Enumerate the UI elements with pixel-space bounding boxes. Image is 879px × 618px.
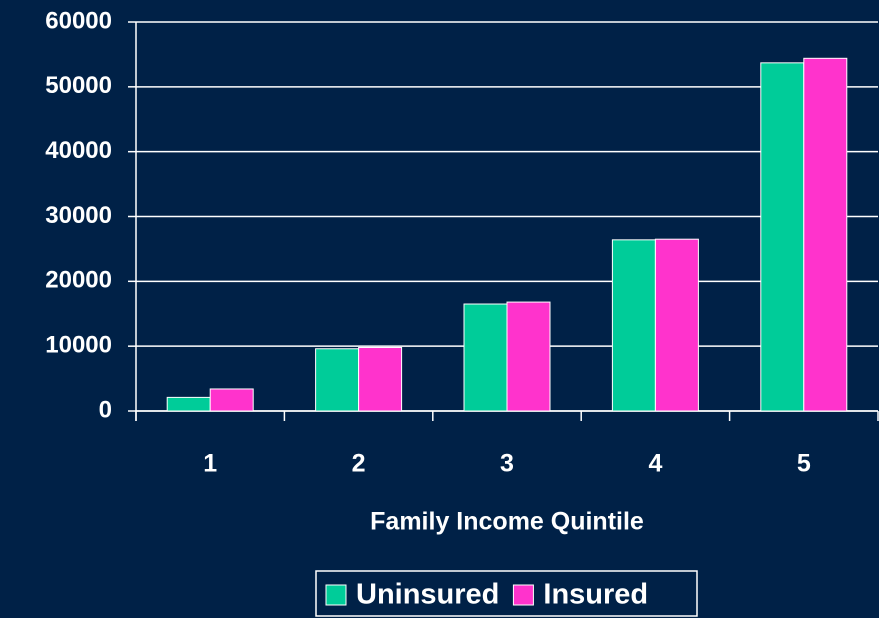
- y-tick-label: 60000: [45, 7, 112, 34]
- legend-swatch: [325, 584, 347, 606]
- x-tick-label: 1: [203, 450, 217, 478]
- bar: [166, 396, 211, 412]
- legend-box: [315, 570, 698, 617]
- legend-label: Insured: [543, 579, 648, 611]
- y-tick-label: 10000: [45, 332, 112, 359]
- y-tick-label: 0: [99, 396, 112, 423]
- x-tick-label: 3: [500, 450, 514, 478]
- x-tick-label: 2: [352, 450, 366, 478]
- bar: [506, 301, 551, 412]
- x-tick-label: 5: [797, 450, 811, 478]
- y-tick-label: 20000: [45, 267, 112, 294]
- legend-swatch: [512, 584, 534, 606]
- bar: [358, 346, 403, 412]
- bar: [209, 388, 254, 412]
- bar: [654, 238, 699, 412]
- y-tick-label: 40000: [45, 137, 112, 164]
- bar: [760, 62, 805, 412]
- y-tick-label: 30000: [45, 202, 112, 229]
- bar: [611, 239, 656, 412]
- legend-label: Uninsured: [356, 579, 499, 611]
- bar: [803, 57, 848, 412]
- x-axis-title: Family Income Quintile: [370, 508, 644, 536]
- bar: [463, 303, 508, 412]
- x-tick-label: 4: [648, 450, 662, 478]
- y-tick-label: 50000: [45, 72, 112, 99]
- bar: [315, 348, 360, 412]
